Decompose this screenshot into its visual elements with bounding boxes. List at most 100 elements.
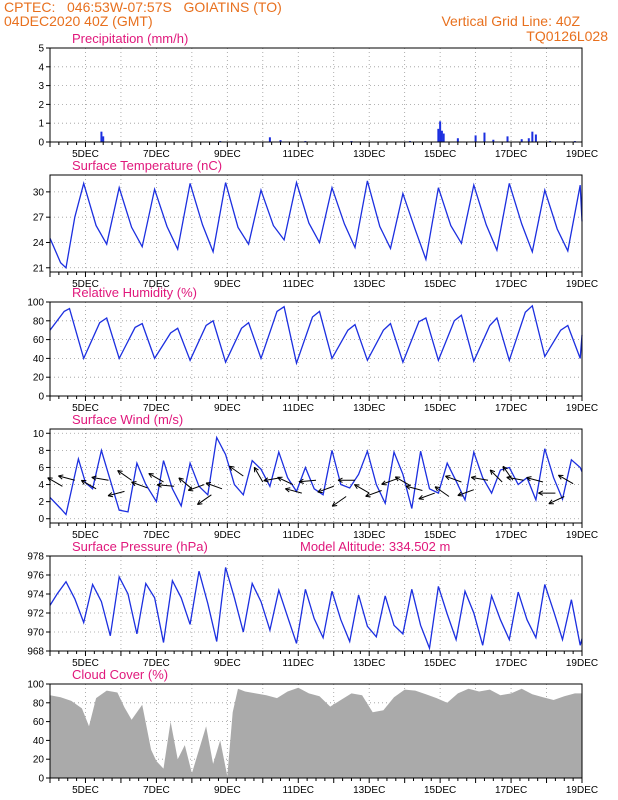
cloud-title: Cloud Cover (%) [72, 667, 168, 682]
wind-arrow-head [285, 488, 290, 493]
wind-arrow-shaft [381, 478, 398, 485]
wind-arrow [394, 476, 411, 486]
precip-bar [437, 128, 440, 142]
wind-arrow [489, 469, 503, 483]
wind-arrow-head [337, 479, 343, 483]
pressure-xtick-label: 17DEC [495, 658, 527, 669]
wind-arrow-head [228, 466, 233, 471]
cloud-ytick-label: 60 [33, 717, 45, 728]
wind-xtick-label: 13DEC [353, 530, 385, 541]
humidity-xtick-label: 13DEC [353, 403, 385, 414]
cloud-xtick-label: 5DEC [72, 785, 99, 796]
wind-arrow [445, 475, 462, 483]
wind-arrow [457, 489, 474, 497]
precip-ytick-label: 5 [38, 44, 44, 55]
cloud-xtick-label: 17DEC [495, 785, 527, 796]
header-date: 04DEC2020 40Z (GMT) [4, 13, 153, 29]
wind-arrow-head [205, 482, 212, 484]
wind-arrow-shaft [285, 488, 302, 494]
wind-arrow-head [489, 469, 493, 475]
precip-panel [46, 47, 583, 147]
wind-arrow-head [502, 466, 505, 472]
wind-arrow-shaft [229, 465, 244, 477]
wind-arrow-shaft [457, 489, 474, 496]
cloud-ytick-label: 100 [27, 680, 44, 691]
wind-arrow-head [187, 486, 193, 491]
precip-bar [439, 121, 442, 142]
precip-xtick-label: 15DEC [424, 149, 456, 160]
precip-bar [268, 137, 271, 142]
precip-ytick-label: 1 [38, 119, 44, 130]
wind-arrow-shaft [107, 490, 125, 497]
wind-arrow-head [538, 490, 544, 494]
pressure-xtick-label: 15DEC [424, 658, 456, 669]
temp-xtick-label: 13DEC [353, 279, 385, 290]
pressure-ytick-label: 970 [27, 628, 44, 639]
humidity-xtick-label: 11DEC [283, 403, 315, 414]
wind-arrow-head [331, 501, 336, 507]
wind-arrow-head [381, 480, 386, 485]
wind-arrow-head [548, 499, 553, 505]
wind-arrow [205, 482, 223, 490]
wind-arrow-head [418, 498, 424, 500]
cloud-area [50, 687, 582, 778]
wind-arrow-head [285, 487, 291, 490]
precip-bar [534, 134, 537, 142]
wind-arrow [506, 475, 524, 481]
precip-bar [527, 138, 530, 142]
humidity-xtick-label: 7DEC [143, 403, 170, 414]
cloud-xtick-label: 7DEC [143, 785, 170, 796]
pressure-xtick-label: 11DEC [283, 658, 315, 669]
humidity-panel [46, 301, 583, 401]
wind-arrow-head [131, 481, 136, 487]
wind-arrow-head [317, 491, 323, 494]
cloud-xtick-label: 9DEC [214, 785, 241, 796]
wind-arrow-shaft [178, 477, 193, 490]
pressure-ytick-label: 978 [27, 552, 44, 563]
precip-bar [442, 133, 445, 142]
wind-arrow [365, 490, 382, 498]
temp-ytick-label: 30 [33, 187, 45, 198]
wind-arrow-head [58, 474, 64, 477]
precip-bar [531, 131, 534, 142]
wind-arrow-shaft [131, 481, 148, 489]
wind-arrow-shaft [548, 496, 565, 505]
wind-arrow-shaft [253, 467, 264, 483]
precip-bar [492, 139, 495, 142]
precip-ytick-label: 2 [38, 100, 44, 111]
header-grid-line: Vertical Grid Line: 40Z [441, 13, 580, 29]
wind-arrow-head [526, 476, 532, 479]
wind-ytick-label: 6 [38, 463, 44, 474]
temp-panel [46, 174, 583, 277]
wind-arrow-shaft [157, 484, 175, 487]
temp-xtick-label: 11DEC [283, 279, 315, 290]
precip-xtick-label: 13DEC [353, 149, 385, 160]
wind-arrow [557, 474, 574, 485]
wind-arrow-head [117, 470, 121, 476]
wind-arrow-head [405, 485, 411, 490]
wind-arrow-head [131, 481, 137, 483]
wind-arrow-shaft [197, 494, 212, 505]
wind-arrow-head [197, 499, 201, 505]
precip-xtick-label: 5DEC [72, 149, 99, 160]
cloud-ytick-label: 80 [33, 698, 45, 709]
wind-arrow-head [405, 484, 411, 487]
cloud-xtick-label: 11DEC [283, 785, 315, 796]
precip-ytick-label: 0 [38, 138, 44, 149]
pressure-xtick-label: 9DEC [214, 658, 241, 669]
wind-arrow-head [457, 491, 462, 496]
wind-arrow [434, 486, 450, 497]
precip-xtick-label: 7DEC [143, 149, 170, 160]
wind-arrow-shaft [434, 486, 450, 497]
wind-arrow-head [229, 465, 235, 468]
humidity-xtick-label: 5DEC [72, 403, 99, 414]
temp-xtick-label: 17DEC [495, 279, 527, 290]
wind-arrow-shaft [58, 475, 75, 481]
wind-arrow [548, 496, 565, 505]
wind-arrow [197, 494, 212, 506]
wind-xtick-label: 5DEC [72, 530, 99, 541]
wind-arrow-shaft [188, 484, 205, 491]
wind-arrow-shaft [471, 476, 489, 481]
cloud-panel [46, 683, 583, 783]
